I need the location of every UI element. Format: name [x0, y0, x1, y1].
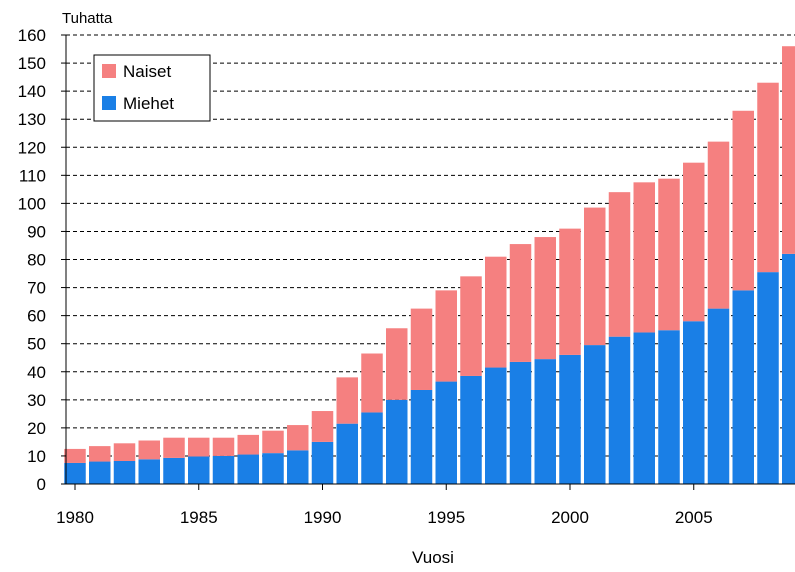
bar-miehet: [138, 459, 160, 484]
x-tick-label: 1995: [427, 508, 465, 527]
bar-naiset: [113, 443, 136, 461]
bar-naiset: [361, 353, 383, 413]
bar-miehet: [732, 290, 754, 484]
bar-naiset: [163, 437, 185, 458]
legend: Naiset Miehet: [93, 54, 211, 122]
bar-naiset: [64, 448, 86, 463]
bar-miehet: [237, 454, 259, 484]
y-tick-label: 10: [27, 447, 46, 466]
y-tick-label: 150: [18, 54, 46, 73]
y-tick-label: 0: [37, 475, 46, 494]
y-tick-label: 140: [18, 82, 46, 101]
y-tick-label: 70: [27, 279, 46, 298]
bar-miehet: [435, 381, 457, 484]
bar-miehet: [410, 389, 433, 484]
bar-miehet: [460, 375, 482, 484]
bar-miehet: [262, 453, 284, 484]
bar-naiset: [311, 411, 334, 442]
x-tick-label: 2005: [675, 508, 713, 527]
bar-naiset: [658, 178, 680, 331]
bar-miehet: [559, 354, 581, 484]
bar-naiset: [410, 308, 433, 390]
bar-miehet: [163, 457, 185, 484]
bar-naiset: [757, 82, 779, 273]
bar-naiset: [336, 377, 358, 424]
bar-naiset: [707, 141, 730, 309]
bar-miehet: [386, 399, 408, 484]
bar-miehet: [485, 367, 507, 484]
bar-naiset: [89, 446, 111, 462]
bar-naiset: [633, 182, 655, 333]
y-tick-label: 120: [18, 138, 46, 157]
y-tick-label: 50: [27, 335, 46, 354]
bar-miehet: [212, 455, 235, 484]
y-tick-label: 160: [18, 26, 46, 45]
bar-naiset: [608, 192, 631, 337]
bar-naiset: [237, 434, 259, 455]
bar-naiset: [732, 110, 754, 291]
bar-miehet: [89, 461, 111, 484]
bar-naiset: [683, 162, 705, 322]
bar-miehet: [707, 308, 730, 484]
y-tick-label: 40: [27, 363, 46, 382]
x-tick-label: 1980: [56, 508, 94, 527]
y-axis-ticks: 0 10 20 30 40 50 60 70 80 90 100 110 120 130 140 150 160: [18, 26, 66, 494]
bar-miehet: [633, 332, 655, 484]
y-tick-label: 80: [27, 251, 46, 270]
bar-miehet: [336, 423, 358, 484]
bar-miehet: [757, 272, 779, 484]
bar-naiset: [212, 437, 235, 456]
bars: [64, 46, 795, 484]
x-tick-label: 1990: [304, 508, 342, 527]
bar-naiset: [287, 425, 309, 451]
bar-miehet: [287, 450, 309, 484]
x-axis-ticks: 1980 1985 1990 1995 2000 2005: [56, 484, 713, 527]
x-tick-label: 2000: [551, 508, 589, 527]
y-axis-title: Tuhatta: [62, 10, 113, 27]
bar-miehet: [658, 330, 680, 484]
bar-naiset: [188, 437, 210, 457]
bar-naiset: [584, 207, 606, 346]
bar-miehet: [361, 412, 383, 484]
legend-label-miehet: Miehet: [123, 94, 174, 113]
legend-label-naiset: Naiset: [123, 62, 171, 81]
bar-miehet: [584, 345, 606, 484]
y-tick-label: 20: [27, 419, 46, 438]
y-tick-label: 60: [27, 307, 46, 326]
bar-naiset: [435, 290, 457, 382]
x-axis-title: Vuosi: [412, 548, 454, 567]
bar-miehet: [683, 321, 705, 484]
y-tick-label: 100: [18, 194, 46, 213]
bar-miehet: [509, 361, 532, 484]
y-tick-label: 90: [27, 222, 46, 241]
bar-naiset: [559, 228, 581, 355]
legend-swatch-miehet: [102, 96, 116, 110]
bar-miehet: [188, 456, 210, 484]
bar-naiset: [509, 244, 532, 362]
bar-miehet: [113, 460, 136, 484]
bar-naiset: [262, 430, 284, 454]
bar-miehet: [782, 253, 795, 484]
y-tick-label: 130: [18, 110, 46, 129]
bar-naiset: [138, 440, 160, 460]
bar-naiset: [534, 237, 556, 360]
bar-miehet: [608, 336, 631, 484]
bar-miehet: [311, 441, 334, 484]
bar-naiset: [386, 328, 408, 400]
bar-miehet: [64, 462, 86, 484]
legend-swatch-naiset: [102, 64, 116, 78]
y-tick-label: 110: [19, 166, 46, 185]
y-tick-label: 30: [27, 391, 46, 410]
bar-naiset: [460, 276, 482, 376]
x-tick-label: 1985: [180, 508, 218, 527]
bar-miehet: [534, 359, 556, 484]
bar-naiset: [782, 46, 795, 254]
bar-naiset: [485, 256, 507, 368]
